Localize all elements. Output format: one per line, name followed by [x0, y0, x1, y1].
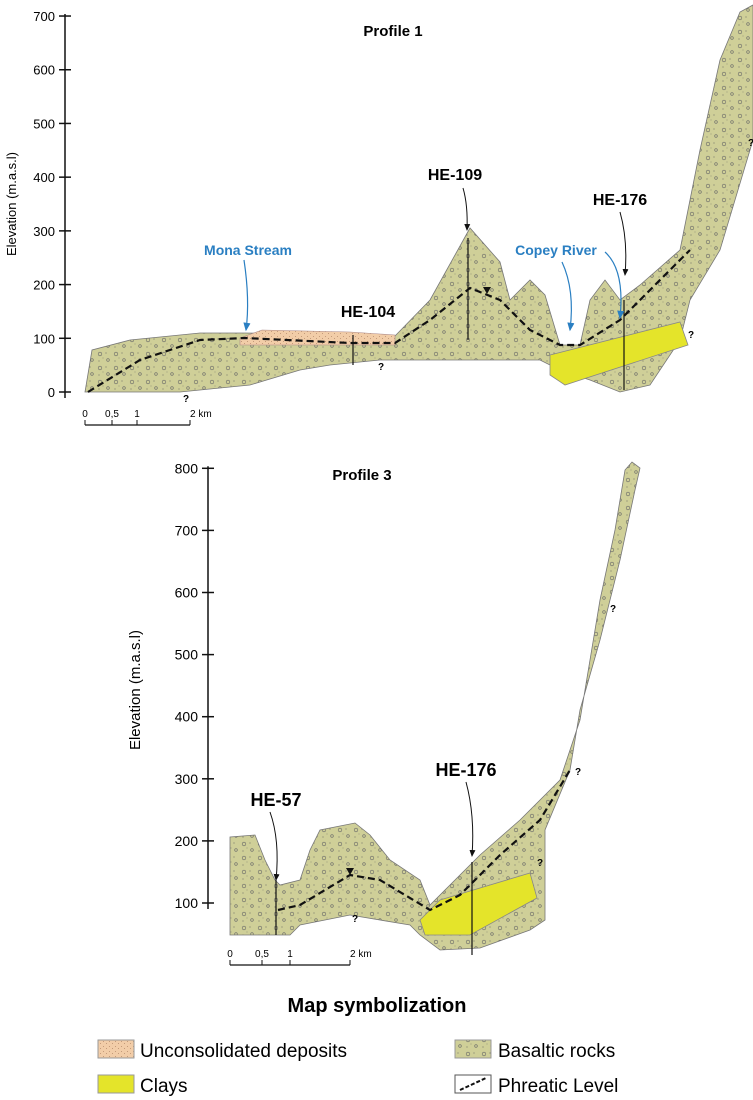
axis-label: Elevation (m.a.s.l)	[127, 630, 144, 750]
scale-label: 2 km	[190, 409, 212, 420]
scale-label: 0	[82, 409, 88, 420]
legend-label: Phreatic Level	[498, 1076, 618, 1097]
legend-label: Clays	[140, 1076, 188, 1097]
uncertain-marker: ?	[575, 767, 581, 778]
y-tick-label: 400	[175, 709, 199, 725]
profile-1: Profile 1 Elevation (m.a.s.l) HE-104 HE-…	[4, 5, 753, 405]
y-tick-label: 600	[175, 585, 199, 601]
legend-title: Map symbolization	[288, 995, 467, 1017]
well-label: HE-104	[341, 304, 395, 321]
y-tick-label: 500	[33, 116, 55, 131]
legend-label: Unconsolidated deposits	[140, 1041, 347, 1062]
uncertain-marker: ?	[688, 330, 694, 341]
scale-label: 2 km	[350, 949, 372, 960]
scale-label: 1	[287, 949, 293, 960]
scale-label: 1	[134, 409, 140, 420]
y-tick-label: 100	[33, 331, 55, 346]
y-tick-label: 600	[33, 63, 55, 78]
arrow	[562, 262, 571, 330]
cross-sections: Profile 1 Elevation (m.a.s.l) HE-104 HE-…	[0, 0, 753, 1100]
y-tick-label: 200	[175, 833, 199, 849]
legend-swatch	[455, 1040, 491, 1058]
well-label: HE-109	[428, 167, 482, 184]
y-tick-label: 0	[48, 385, 55, 400]
stream-label: Mona Stream	[204, 242, 292, 258]
y-tick-label: 800	[175, 460, 199, 476]
uncertain-marker: ?	[610, 604, 616, 615]
y-tick-label: 300	[175, 771, 199, 787]
legend: Map symbolization Unconsolidated deposit…	[98, 995, 618, 1097]
uncertain-marker: ?	[537, 858, 543, 869]
y-tick-label: 400	[33, 170, 55, 185]
uncertain-marker: ?	[748, 138, 753, 149]
y-tick-label: 500	[175, 647, 199, 663]
scale-label: 0	[227, 949, 233, 960]
well-label: HE-176	[593, 192, 647, 209]
profile-title: Profile 1	[363, 23, 422, 40]
legend-label: Basaltic rocks	[498, 1041, 615, 1062]
unconsolidated-deposits	[240, 330, 395, 345]
y-tick-label: 300	[33, 224, 55, 239]
uncertain-marker: ?	[183, 394, 189, 405]
arrow	[244, 260, 248, 330]
axis-label: Elevation (m.a.s.l)	[4, 152, 19, 256]
y-tick-label: 700	[33, 9, 55, 24]
profile-3: Profile 3 Elevation (m.a.s.l) HE-57 HE-1…	[127, 462, 640, 955]
basaltic-rock	[230, 462, 640, 950]
uncertain-marker: ?	[352, 914, 358, 925]
y-tick-label: 200	[33, 278, 55, 293]
arrow	[463, 188, 467, 230]
arrow	[466, 782, 473, 856]
uncertain-marker: ?	[378, 362, 384, 373]
legend-swatch	[98, 1075, 134, 1093]
scale-label: 0,5	[255, 949, 269, 960]
scale-label: 0,5	[105, 409, 119, 420]
legend-swatch	[98, 1040, 134, 1058]
y-tick-label: 700	[175, 522, 199, 538]
well-label: HE-57	[250, 790, 301, 810]
well-label: HE-176	[435, 760, 496, 780]
arrow	[270, 812, 277, 880]
profile-title: Profile 3	[332, 467, 391, 484]
arrow	[620, 212, 626, 275]
y-tick-label: 100	[175, 895, 199, 911]
stream-label: Copey River	[515, 242, 597, 258]
